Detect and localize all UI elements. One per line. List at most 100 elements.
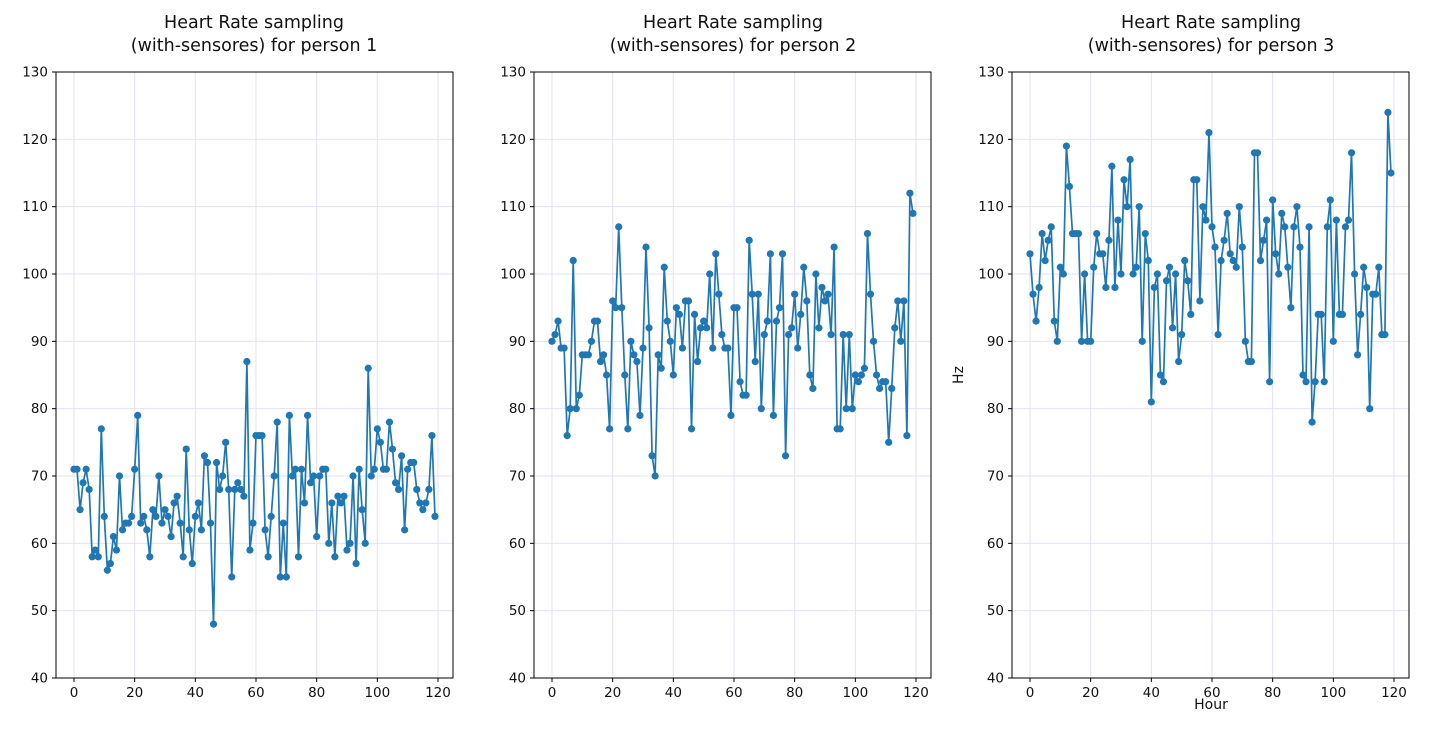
axes-frame xyxy=(1011,71,1410,679)
data-point xyxy=(821,297,829,305)
data-point xyxy=(1178,331,1186,339)
data-point xyxy=(1074,230,1083,238)
data-point xyxy=(431,512,439,521)
data-point xyxy=(1077,337,1086,345)
axes-frame xyxy=(55,71,454,679)
data-point xyxy=(797,310,805,318)
data-point xyxy=(103,566,111,574)
data-point xyxy=(209,620,218,628)
data-point xyxy=(724,344,732,352)
x-tick-label: 120 xyxy=(903,685,929,701)
y-tick-label: 130 xyxy=(22,65,48,81)
data-point xyxy=(194,499,202,507)
data-point xyxy=(1087,337,1095,345)
data-point xyxy=(860,364,869,372)
data-point xyxy=(422,499,430,507)
data-point xyxy=(1296,243,1304,251)
data-point xyxy=(1099,250,1107,258)
data-point xyxy=(179,553,187,561)
data-point xyxy=(709,344,717,352)
data-point xyxy=(243,357,251,366)
data-point xyxy=(906,189,914,197)
y-tick-label: 80 xyxy=(987,401,1004,417)
y-tick-label: 70 xyxy=(31,469,48,485)
data-point xyxy=(249,519,257,527)
data-point xyxy=(1223,209,1231,217)
data-point xyxy=(551,331,559,339)
data-point xyxy=(246,546,254,554)
data-point xyxy=(788,324,796,332)
chart-title-line1: Heart Rate sampling xyxy=(164,13,344,33)
data-point xyxy=(170,499,178,507)
data-point xyxy=(897,337,905,345)
data-point xyxy=(1272,250,1280,258)
data-point xyxy=(712,250,720,258)
data-point xyxy=(261,526,269,534)
data-point xyxy=(203,458,212,467)
data-point xyxy=(636,411,644,419)
data-point xyxy=(1144,256,1152,265)
data-point xyxy=(1287,304,1295,312)
data-point xyxy=(554,317,562,325)
data-point xyxy=(854,378,862,386)
data-point xyxy=(416,499,424,507)
chart-title-line1: Heart Rate sampling xyxy=(1121,13,1301,33)
data-point xyxy=(331,553,339,561)
data-point xyxy=(809,384,817,393)
y-tick-label: 40 xyxy=(31,671,48,687)
data-point xyxy=(294,553,303,561)
data-point xyxy=(382,465,391,473)
data-point xyxy=(1126,155,1134,164)
data-point xyxy=(760,331,768,339)
data-point xyxy=(264,553,272,561)
data-point xyxy=(842,405,850,413)
data-point xyxy=(587,337,596,345)
data-point xyxy=(1266,378,1274,386)
data-point xyxy=(845,331,853,339)
data-point xyxy=(106,559,114,568)
y-tick-label: 120 xyxy=(978,132,1004,148)
data-point xyxy=(1159,378,1168,386)
data-point xyxy=(370,465,378,473)
data-point xyxy=(276,573,284,581)
data-point xyxy=(612,304,620,312)
data-point xyxy=(1047,223,1055,231)
data-point xyxy=(700,317,708,325)
data-point xyxy=(91,546,99,554)
data-point xyxy=(279,519,287,527)
data-point xyxy=(361,539,369,547)
data-point xyxy=(657,364,665,372)
chart-person-2: 40 50 60 70 80 90 100 110 120 130 0 20 40 60 80 100 120 xyxy=(500,65,932,701)
data-point xyxy=(672,304,680,312)
data-point xyxy=(1329,337,1337,345)
data-point xyxy=(88,553,96,561)
data-point xyxy=(769,411,778,419)
data-point xyxy=(1105,236,1113,244)
data-point xyxy=(391,479,400,487)
data-point xyxy=(848,405,856,413)
data-point xyxy=(593,317,602,325)
data-point xyxy=(343,546,351,554)
y-tick-label: 110 xyxy=(500,199,526,215)
chart-person-1: 40 50 60 70 80 90 100 110 120 130 0 20 40 60 80 100 120 xyxy=(22,65,454,701)
data-point xyxy=(1384,108,1392,116)
data-point xyxy=(394,485,403,494)
y-tick-label: 60 xyxy=(31,536,48,552)
data-point xyxy=(303,411,312,419)
data-point xyxy=(225,485,233,494)
data-point xyxy=(1062,142,1070,150)
data-point xyxy=(1360,263,1368,271)
data-point xyxy=(197,526,205,534)
data-point xyxy=(1317,310,1325,318)
data-point xyxy=(1093,230,1101,238)
x-tick-label: 20 xyxy=(604,685,621,701)
data-point xyxy=(1114,216,1122,224)
data-point xyxy=(206,519,215,527)
y-tick-label: 90 xyxy=(509,334,526,350)
data-point xyxy=(1269,196,1277,204)
data-point xyxy=(687,425,696,433)
data-point xyxy=(1293,203,1301,211)
data-point xyxy=(885,438,893,446)
data-point xyxy=(745,236,753,244)
data-point xyxy=(894,297,902,305)
